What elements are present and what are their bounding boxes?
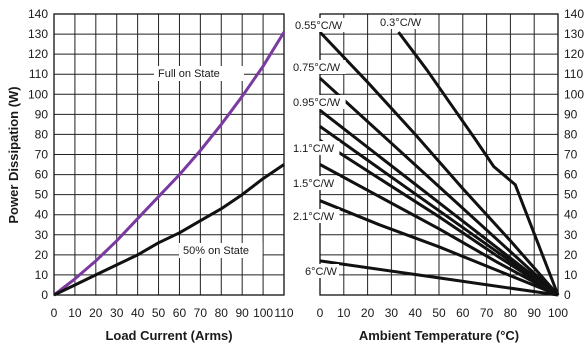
y-tick-label: 120: [28, 47, 48, 61]
series-label: 50% on State: [183, 245, 249, 257]
y-tick-label: 100: [564, 87, 584, 101]
series-line: [318, 77, 560, 297]
series-label: 1.5°C/W: [293, 178, 335, 190]
y-tick-label: 50: [564, 188, 578, 202]
x-tick-label: 100: [548, 306, 568, 320]
x-axis-label: Load Current (Arms): [105, 328, 232, 343]
series-label: Full on State: [158, 68, 220, 80]
y-tick-label: 30: [564, 228, 578, 242]
x-tick-label: 0: [51, 306, 58, 320]
series-line: [319, 199, 559, 297]
x-tick-label: 110: [274, 306, 293, 320]
series-label: 6°C/W: [305, 266, 338, 278]
y-tick-label: 20: [564, 248, 578, 262]
series-label-background: [292, 18, 348, 32]
series-label-background: [377, 15, 427, 29]
series-label: 0.55°C/W: [295, 20, 343, 32]
series-label-background: [290, 60, 346, 74]
y-tick-label: 60: [564, 168, 578, 182]
y-tick-label: 80: [564, 127, 578, 141]
series-line: [53, 31, 286, 297]
y-tick-label: 140: [28, 7, 48, 21]
series-label: 0.95°C/W: [293, 97, 341, 109]
x-tick-label: 100: [253, 306, 273, 320]
series-label-background: [290, 95, 346, 109]
x-tick-label: 10: [68, 306, 82, 320]
series-line: [319, 139, 559, 297]
series-label-background: [290, 176, 340, 190]
y-tick-label: 130: [564, 27, 584, 41]
y-tick-label: 40: [35, 208, 49, 222]
series-line: [319, 259, 559, 297]
y-tick-label: 80: [35, 127, 49, 141]
y-tick-label: 90: [35, 107, 49, 121]
y-tick-label: 90: [564, 107, 578, 121]
x-tick-label: 60: [456, 306, 470, 320]
y-axis-label: Power Dissipation (W): [6, 86, 21, 223]
y-tick-label: 110: [29, 67, 48, 81]
y-tick-label: 50: [35, 188, 49, 202]
y-tick-label: 130: [28, 27, 48, 41]
series-label-background: [302, 264, 339, 278]
x-tick-label: 20: [89, 306, 103, 320]
series-label: 1.1°C/W: [293, 143, 335, 155]
y-tick-label: 30: [35, 228, 49, 242]
x-tick-label: 40: [409, 306, 423, 320]
y-tick-label: 10: [35, 268, 49, 282]
x-axis-label: Ambient Temperature (°C): [359, 328, 519, 343]
y-tick-label: 40: [564, 208, 578, 222]
y-tick-label: 70: [564, 148, 578, 162]
series-line: [319, 125, 559, 297]
series-label-background: [179, 243, 263, 258]
y-tick-label: 100: [28, 87, 48, 101]
series-label-background: [290, 141, 340, 155]
series-label: 0.3°C/W: [380, 17, 422, 29]
y-tick-label: 20: [35, 248, 49, 262]
x-tick-label: 70: [194, 306, 208, 320]
series-label-background: [154, 66, 244, 81]
series-label: 0.75°C/W: [293, 62, 341, 74]
power-vs-ambient-chart: 0 10 20 30 40 50 60 70 80 90 100 110 120 130 140 0 10 20 3…: [290, 7, 584, 343]
x-tick-label: 30: [110, 306, 124, 320]
x-tick-label: 50: [432, 306, 446, 320]
y-tick-label: 110: [564, 67, 583, 81]
series-line: [319, 109, 559, 297]
y-tick-label: 60: [35, 168, 49, 182]
x-tick-label: 50: [152, 306, 166, 320]
x-tick-label: 40: [131, 306, 145, 320]
series-line: [397, 31, 560, 296]
x-tick-label: 0: [317, 306, 324, 320]
series-label-background: [290, 209, 340, 223]
x-tick-label: 70: [480, 306, 494, 320]
plot-frame: [53, 13, 285, 296]
x-tick-label: 80: [215, 306, 229, 320]
x-tick-label: 60: [173, 306, 187, 320]
x-tick-label: 90: [528, 306, 542, 320]
y-tick-label: 0: [41, 288, 48, 302]
y-tick-label: 140: [564, 7, 584, 21]
y-tick-label: 0: [564, 288, 571, 302]
y-tick-label: 10: [564, 268, 578, 282]
series-label: 2.1°C/W: [293, 211, 335, 223]
series-line: [319, 163, 559, 297]
series-line: [53, 163, 285, 297]
x-tick-label: 30: [385, 306, 399, 320]
x-tick-label: 10: [337, 306, 351, 320]
x-tick-label: 20: [361, 306, 375, 320]
x-tick-label: 80: [504, 306, 518, 320]
y-tick-label: 120: [564, 47, 584, 61]
series-line: [318, 31, 560, 296]
x-tick-label: 90: [236, 306, 250, 320]
y-tick-label: 70: [35, 148, 49, 162]
